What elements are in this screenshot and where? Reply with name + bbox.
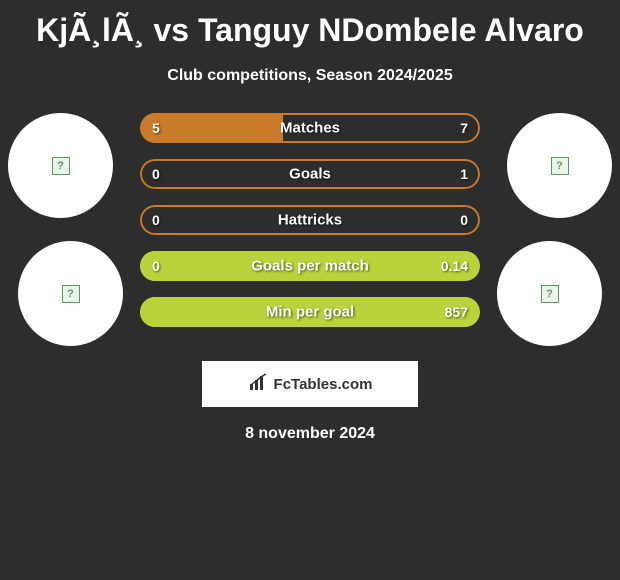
bar-value-right: 0 — [460, 212, 468, 228]
player1-avatar-bottom — [18, 241, 123, 346]
bar-left-fill — [140, 113, 283, 143]
stat-bar: Goals 0 1 — [140, 159, 480, 189]
bar-label: Hattricks — [278, 212, 342, 229]
comparison-infographic: KjÃ¸lÃ¸ vs Tanguy NDombele Alvaro Club c… — [0, 0, 620, 443]
date-text: 8 november 2024 — [0, 425, 620, 443]
stat-bars: Matches57Goals01Hattricks00Goals per mat… — [140, 113, 480, 343]
subtitle: Club competitions, Season 2024/2025 — [0, 67, 620, 85]
brand-text: FcTables.com — [274, 376, 373, 393]
page-title: KjÃ¸lÃ¸ vs Tanguy NDombele Alvaro — [0, 0, 620, 49]
main-area: Matches57Goals01Hattricks00Goals per mat… — [0, 113, 620, 373]
stat-bar: Min per goal 857 — [140, 297, 480, 327]
player2-avatar-top — [507, 113, 612, 218]
broken-image-icon — [551, 157, 569, 175]
bar-value-right: 7 — [460, 120, 468, 136]
stat-bar: Hattricks 0 0 — [140, 205, 480, 235]
bar-value-left: 0 — [152, 166, 160, 182]
chart-icon — [248, 372, 270, 397]
broken-image-icon — [541, 285, 559, 303]
stat-bar: Matches 5 7 — [140, 113, 480, 143]
bar-value-left: 0 — [152, 212, 160, 228]
bar-value-right: 1 — [460, 166, 468, 182]
bar-value-left: 0 — [152, 258, 160, 274]
broken-image-icon — [62, 285, 80, 303]
bar-value-left: 5 — [152, 120, 160, 136]
player2-avatar-bottom — [497, 241, 602, 346]
bar-label: Goals per match — [251, 258, 369, 275]
bar-label: Matches — [280, 120, 340, 137]
bar-label: Goals — [289, 166, 331, 183]
stat-bar: Goals per match 0 0.14 — [140, 251, 480, 281]
player1-avatar-top — [8, 113, 113, 218]
bar-label: Min per goal — [266, 304, 354, 321]
bar-value-right: 0.14 — [441, 258, 468, 274]
broken-image-icon — [52, 157, 70, 175]
bar-value-right: 857 — [445, 304, 468, 320]
